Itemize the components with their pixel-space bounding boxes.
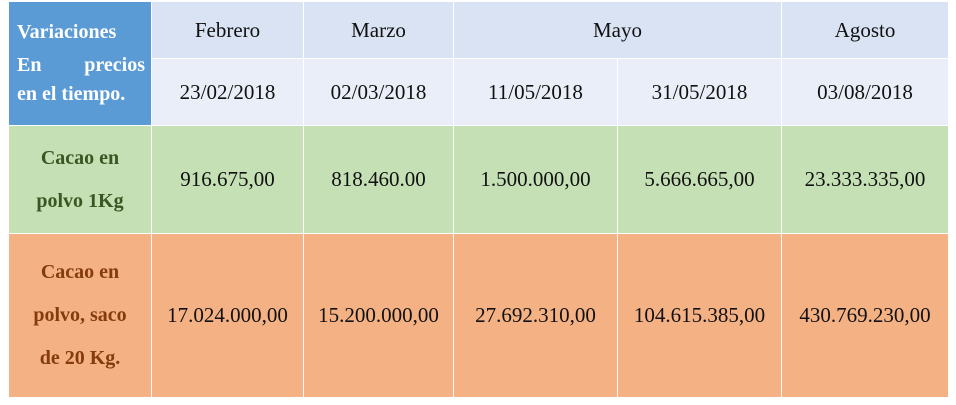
row-label-cacao-saco-20kg: Cacao en polvo, saco de 20 Kg. xyxy=(8,233,152,398)
row-label-line: polvo 1Kg xyxy=(36,189,124,212)
date-header: 31/05/2018 xyxy=(617,58,782,126)
month-header-marzo: Marzo xyxy=(303,1,454,59)
price-cell: 430.769.230,00 xyxy=(781,233,949,398)
date-header-row: 23/02/2018 02/03/2018 11/05/2018 31/05/2… xyxy=(9,58,949,126)
month-header-febrero: Febrero xyxy=(151,1,304,59)
date-header: 23/02/2018 xyxy=(151,58,304,126)
header-label-line2: En precios xyxy=(17,54,145,77)
row-label-cacao-1kg: Cacao en polvo 1Kg xyxy=(8,125,152,234)
month-header-row: Variaciones En precios en el tiempo. Feb… xyxy=(8,1,949,126)
price-cell: 27.692.310,00 xyxy=(453,233,618,398)
row-label-line: de 20 Kg. xyxy=(39,347,121,369)
date-header: 11/05/2018 xyxy=(453,58,618,126)
price-cell: 916.675,00 xyxy=(151,125,304,234)
row-label-line: polvo, saco xyxy=(33,304,127,326)
month-header-agosto: Agosto xyxy=(781,1,949,59)
header-label-en: En xyxy=(17,54,42,76)
price-cell: 5.666.665,00 xyxy=(617,125,782,234)
row-label-line: Cacao en xyxy=(40,146,120,169)
date-header: 02/03/2018 xyxy=(303,58,454,126)
header-label-line1: Variaciones xyxy=(17,21,117,43)
price-cell: 104.615.385,00 xyxy=(617,233,782,398)
date-header: 03/08/2018 xyxy=(781,58,949,126)
table-row: Cacao en polvo 1Kg 916.675,00 818.460.00… xyxy=(8,125,949,234)
price-cell: 1.500.000,00 xyxy=(453,125,618,234)
price-cell: 17.024.000,00 xyxy=(151,233,304,398)
price-cell: 818.460.00 xyxy=(303,125,454,234)
table-header-label: Variaciones En precios en el tiempo. xyxy=(8,1,152,126)
row-label-line: Cacao en xyxy=(40,261,120,283)
price-cell: 15.200.000,00 xyxy=(303,233,454,398)
header-label-precios: precios xyxy=(84,54,145,76)
price-cell: 23.333.335,00 xyxy=(781,125,949,234)
table-row: Cacao en polvo, saco de 20 Kg. 17.024.00… xyxy=(8,233,949,398)
header-label-line3: en el tiempo. xyxy=(17,83,126,105)
month-header-mayo: Mayo xyxy=(453,1,782,59)
price-variation-table: Variaciones En precios en el tiempo. Feb… xyxy=(8,1,949,398)
